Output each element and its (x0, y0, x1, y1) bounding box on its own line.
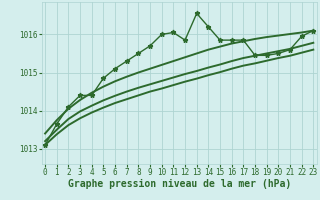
X-axis label: Graphe pression niveau de la mer (hPa): Graphe pression niveau de la mer (hPa) (68, 179, 291, 189)
